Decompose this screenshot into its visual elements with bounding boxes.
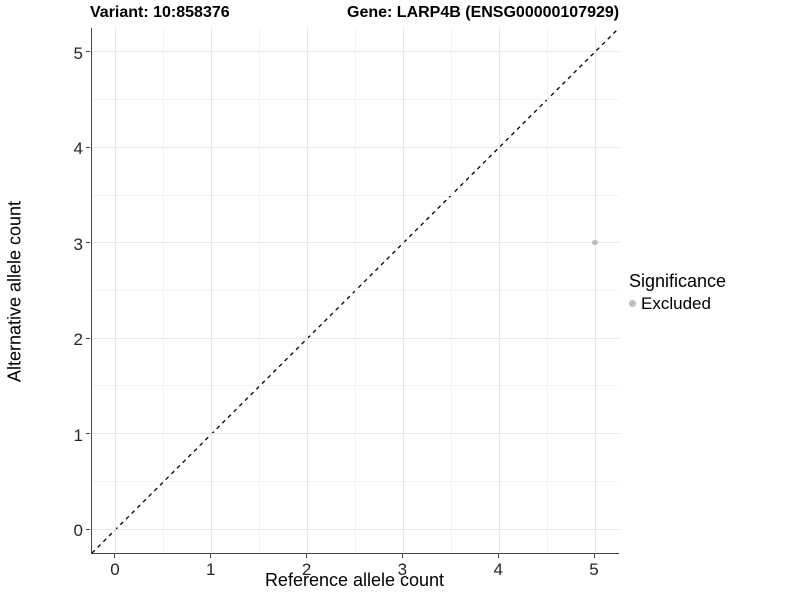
x-tick-label: 4 bbox=[493, 560, 503, 579]
chart-panel bbox=[91, 27, 620, 554]
x-tick-label: 0 bbox=[110, 560, 120, 579]
data-point bbox=[592, 240, 598, 246]
y-tick-label: 3 bbox=[73, 234, 83, 254]
y-tick-label: 4 bbox=[73, 139, 83, 159]
major-gridline-x bbox=[115, 28, 117, 553]
plot-title-variant: Variant: 10:858376 bbox=[90, 4, 230, 21]
minor-gridline-y bbox=[92, 194, 619, 196]
y-axis-label: Alternative allele count bbox=[4, 200, 25, 383]
y-tick-mark bbox=[86, 433, 90, 435]
x-tick-mark bbox=[401, 554, 403, 558]
y-tick-label: 5 bbox=[73, 43, 83, 63]
major-gridline-x bbox=[498, 28, 500, 553]
x-tick-mark bbox=[114, 554, 116, 558]
major-gridline-y bbox=[92, 528, 619, 530]
x-axis-label: Reference allele count bbox=[264, 570, 445, 590]
y-tick-label: 2 bbox=[73, 330, 83, 350]
x-tick-label: 1 bbox=[206, 560, 216, 579]
minor-gridline-y bbox=[92, 480, 619, 482]
y-tick-mark bbox=[86, 146, 90, 148]
x-tick-mark bbox=[306, 554, 308, 558]
major-gridline-y bbox=[92, 51, 619, 53]
y-tick-mark bbox=[86, 528, 90, 530]
legend: Significance Excluded bbox=[629, 271, 726, 312]
legend-item-label: Excluded bbox=[641, 294, 711, 313]
major-gridline-x bbox=[211, 28, 213, 553]
x-tick-mark bbox=[210, 554, 212, 558]
major-gridline-y bbox=[92, 146, 619, 148]
x-tick-label: 2 bbox=[301, 560, 312, 579]
y-tick-mark bbox=[86, 242, 90, 244]
minor-gridline-y bbox=[92, 290, 619, 291]
x-tick-label: 3 bbox=[397, 560, 408, 579]
y-tick-label: 1 bbox=[73, 425, 83, 445]
x-tick-mark bbox=[593, 554, 595, 558]
major-gridline-y bbox=[92, 337, 619, 339]
major-gridline-x bbox=[307, 28, 309, 553]
plot-title-gene: Gene: LARP4B (ENSG00000107929) bbox=[347, 4, 620, 21]
excluded-point-icon bbox=[629, 300, 636, 307]
major-gridline-x bbox=[594, 28, 596, 553]
x-tick-label: 5 bbox=[589, 560, 599, 579]
major-gridline-y bbox=[92, 242, 619, 244]
minor-gridline-y bbox=[92, 99, 619, 101]
minor-gridline-y bbox=[92, 385, 619, 387]
major-gridline-y bbox=[92, 433, 619, 435]
major-gridline-x bbox=[402, 28, 404, 553]
x-tick-mark bbox=[497, 554, 499, 558]
y-tick-mark bbox=[86, 51, 90, 53]
y-tick-label: 0 bbox=[73, 521, 83, 541]
legend-item-excluded: Excluded bbox=[629, 295, 726, 312]
legend-title: Significance bbox=[629, 271, 727, 291]
y-tick-mark bbox=[86, 337, 90, 339]
